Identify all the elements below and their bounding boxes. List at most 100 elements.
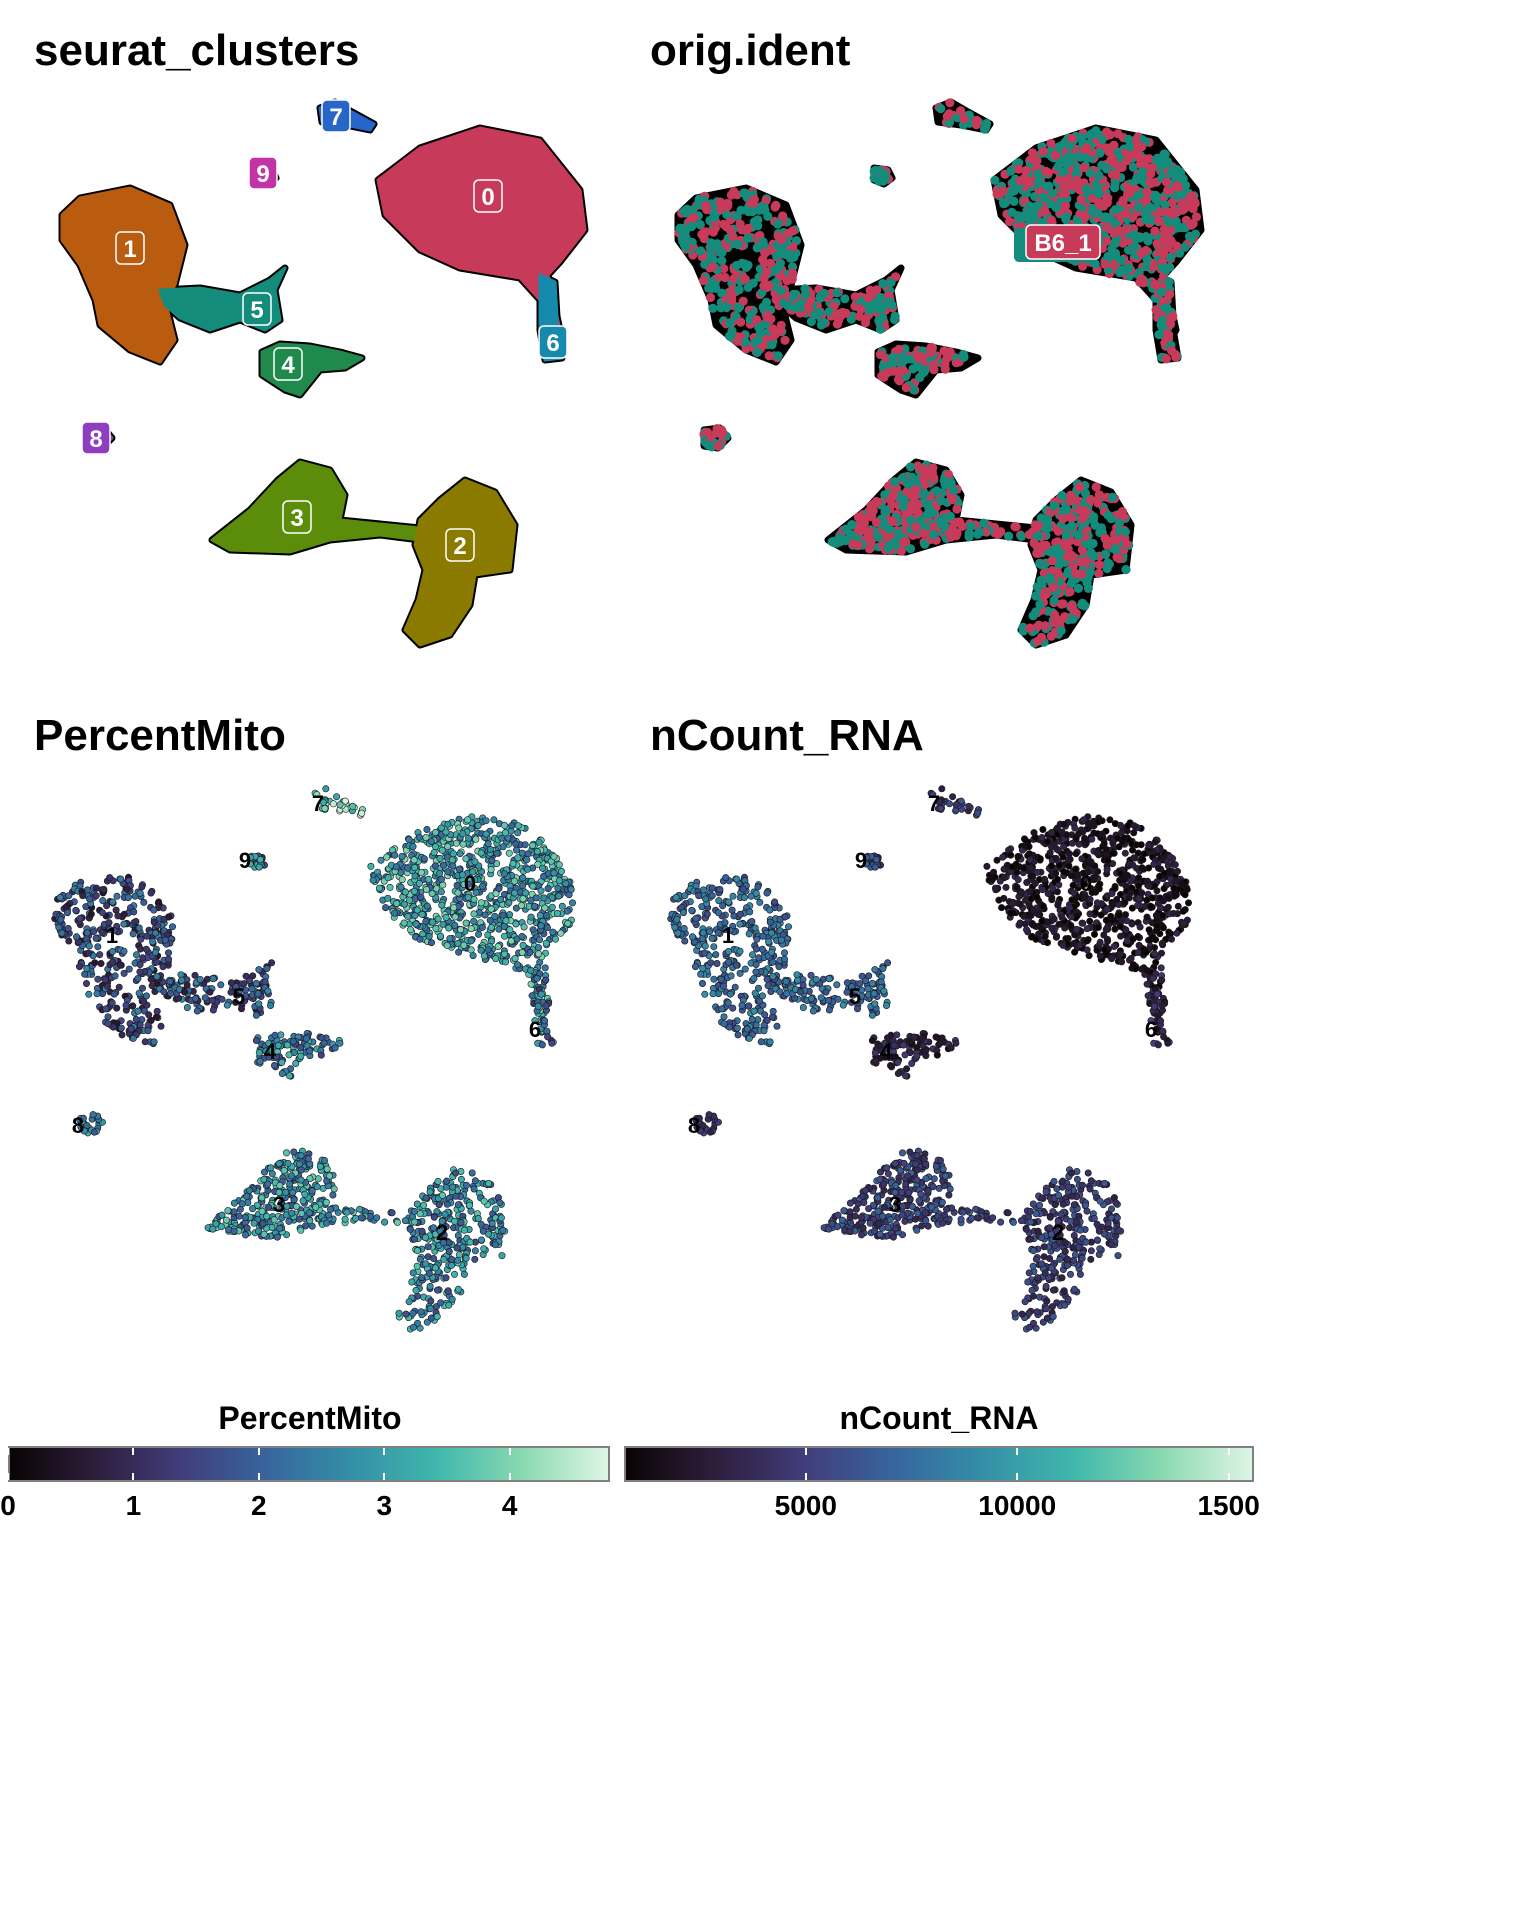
cell-point (82, 935, 90, 943)
cell-point (542, 976, 550, 984)
cell-point (762, 310, 773, 320)
cell-point (1155, 207, 1165, 217)
cell-point (1123, 134, 1134, 144)
cell-point (85, 942, 93, 950)
cell-point (920, 479, 930, 489)
cell-point (767, 340, 777, 350)
cell-point (398, 876, 406, 884)
cell-point (445, 924, 453, 932)
cell-point (959, 352, 969, 362)
cell-point (740, 188, 750, 198)
cell-point (284, 1159, 292, 1167)
cell-point (280, 1166, 288, 1174)
cell-point (426, 1305, 434, 1313)
cell-point (196, 975, 204, 983)
cell-point (1048, 188, 1058, 198)
cell-point (521, 841, 529, 849)
cell-point (417, 1308, 425, 1316)
cell-point (134, 1007, 142, 1015)
cell-point (400, 919, 408, 927)
cell-point (323, 1219, 331, 1227)
cell-point (83, 979, 91, 987)
cell-point (1094, 568, 1104, 579)
cell-point (760, 248, 770, 258)
cell-point (386, 883, 394, 891)
cell-point (285, 1072, 293, 1080)
cell-point (305, 1209, 313, 1217)
cell-point (416, 1255, 424, 1263)
cell-point (323, 1165, 331, 1173)
cell-point (537, 922, 545, 930)
cell-point (277, 1031, 285, 1039)
cell-point (209, 1006, 217, 1014)
cell-point (528, 992, 536, 1000)
cell-point (1045, 199, 1056, 209)
cell-point (911, 522, 921, 532)
cell-point (966, 521, 976, 531)
cell-point (431, 862, 439, 870)
cell-point (165, 949, 173, 957)
cell-point (1049, 595, 1059, 606)
cell-point (352, 1214, 360, 1222)
panel-title-percentmito: PercentMito (34, 711, 286, 760)
cell-point (705, 292, 716, 303)
panel-title-seurat-clusters: seurat_clusters (34, 26, 360, 75)
cluster-2-cells (403, 478, 517, 647)
cell-point (882, 532, 892, 543)
cell-point (383, 853, 391, 861)
cell-point (1016, 212, 1026, 223)
cell-point (449, 862, 457, 870)
cell-point (698, 276, 709, 286)
cell-point (1067, 155, 1077, 166)
cell-point (295, 1160, 303, 1168)
cell-point (948, 485, 959, 495)
cell-point (1061, 504, 1072, 514)
cell-point (113, 1004, 121, 1012)
cell-point (152, 948, 160, 956)
cell-point (409, 843, 417, 851)
cell-point (454, 1256, 462, 1264)
cell-point (529, 882, 537, 890)
cell-point (1043, 514, 1053, 524)
cell-point (435, 1201, 443, 1209)
cell-point (555, 892, 563, 900)
cell-point (1111, 169, 1121, 180)
cell-point (506, 926, 514, 934)
cell-point (178, 976, 186, 984)
cell-point (752, 347, 762, 357)
cell-point (64, 909, 72, 917)
cell-point (1142, 187, 1152, 197)
cell-point (1060, 612, 1070, 622)
cell-point (92, 892, 100, 900)
cell-point (875, 349, 885, 360)
cell-point (1118, 958, 1126, 966)
cell-point (956, 106, 966, 116)
cell-point (392, 863, 400, 871)
cell-point (453, 881, 461, 889)
cell-point (1071, 568, 1081, 579)
cell-point (153, 1007, 161, 1015)
cell-point (524, 865, 532, 873)
cell-point (1016, 531, 1026, 542)
cell-point (444, 843, 452, 851)
cell-point (104, 982, 112, 990)
cell-point (511, 889, 519, 897)
cell-point (770, 202, 780, 212)
cell-point (975, 527, 985, 538)
cell-point (276, 1224, 284, 1232)
cell-point (1043, 168, 1053, 178)
cell-point (373, 1214, 381, 1222)
cell-point (856, 304, 866, 314)
cell-point (276, 1181, 284, 1189)
cell-point (925, 348, 936, 358)
cell-point (783, 301, 793, 311)
cell-point (787, 268, 798, 278)
cell-point (117, 875, 125, 883)
cell-point (136, 960, 144, 968)
cell-point (430, 1254, 438, 1262)
cell-point (1073, 583, 1084, 594)
cell-point (879, 370, 889, 380)
cell-point (550, 853, 558, 861)
cell-point (699, 227, 709, 238)
cell-point (1047, 556, 1057, 566)
